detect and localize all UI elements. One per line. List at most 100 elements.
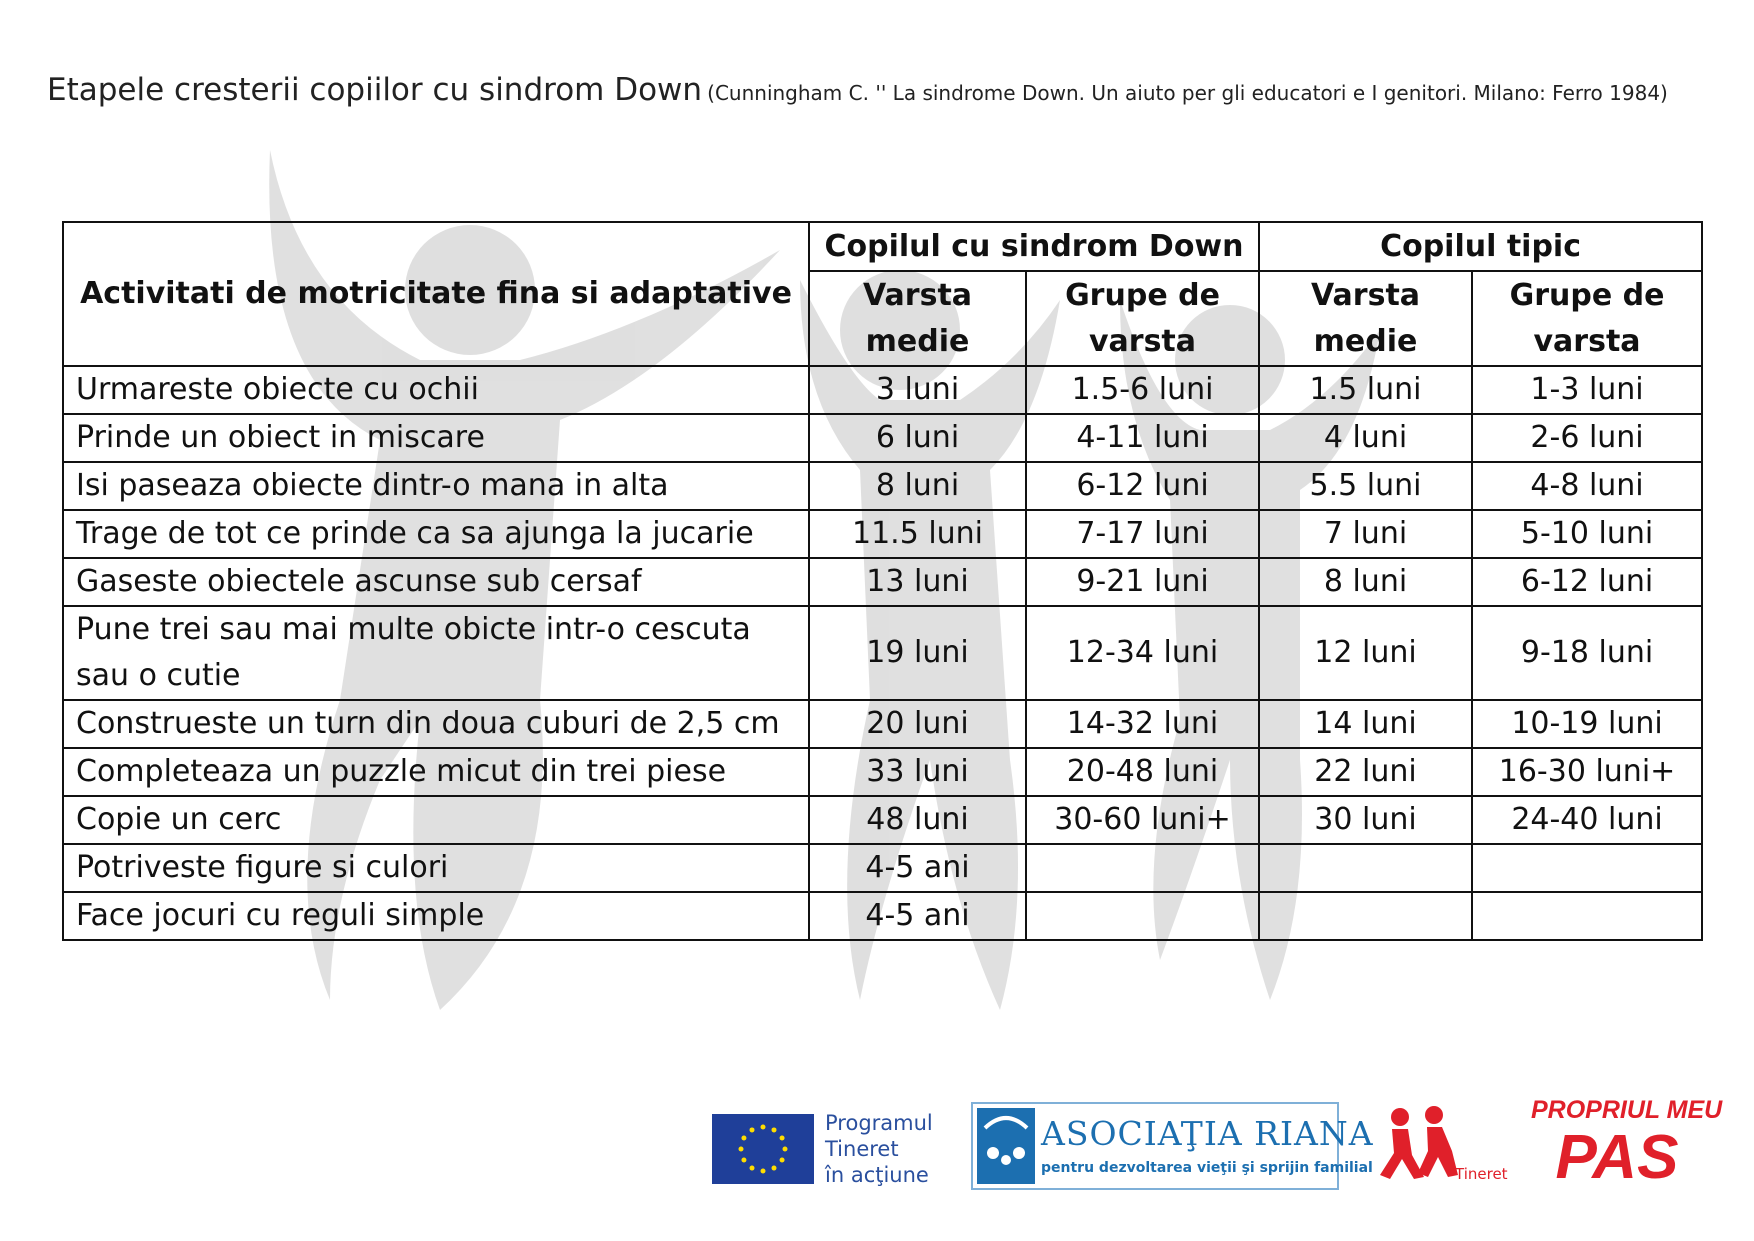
age-cell: 4-5 ani	[808, 891, 1027, 941]
age-cell: 3 luni	[808, 365, 1027, 415]
age-cell: 4-8 luni	[1471, 461, 1704, 511]
column-header: Grupe de varsta	[1024, 270, 1261, 367]
age-cell: 20 luni	[808, 699, 1027, 749]
age-cell: 13 luni	[808, 557, 1027, 607]
table-row: Isi paseaza obiecte dintr-o mana in alta…	[62, 461, 1704, 511]
star	[771, 1127, 777, 1133]
activity-cell: Isi paseaza obiecte dintr-o mana in alta	[62, 461, 810, 511]
age-cell: 12-34 luni	[1024, 605, 1261, 701]
age-cell: 5.5 luni	[1258, 461, 1474, 511]
program-line: Tineret	[825, 1137, 899, 1161]
age-cell: 9-21 luni	[1024, 557, 1261, 607]
age-cell: 22 luni	[1258, 747, 1474, 797]
star	[779, 1157, 785, 1163]
star	[779, 1135, 785, 1141]
star	[741, 1157, 747, 1163]
tineret-icon	[1380, 1106, 1458, 1179]
activity-cell: Completeaza un puzzle micut din trei pie…	[62, 747, 810, 797]
program-logo-text: Programul Tineret în acţiune	[825, 1110, 933, 1188]
program-line: în acţiune	[825, 1163, 929, 1187]
activity-header: Activitati de motricitate fina si adapta…	[62, 221, 810, 367]
age-cell: 2-6 luni	[1471, 413, 1704, 463]
table-row: Copie un cerc 48 luni 30-60 luni+ 30 luni 24…	[62, 795, 1704, 845]
age-cell: 8 luni	[1258, 557, 1474, 607]
title-line: Etapele cresterii copiilor cu sindrom Do…	[47, 72, 1668, 108]
group-header: Copilul tipic	[1258, 221, 1704, 272]
age-cell: 30 luni	[1258, 795, 1474, 845]
campaign-line: PAS	[1555, 1123, 1679, 1192]
age-cell: 4 luni	[1258, 413, 1474, 463]
star	[738, 1146, 744, 1152]
age-cell: 11.5 luni	[808, 509, 1027, 559]
age-cell: 24-40 luni	[1471, 795, 1704, 845]
table-row: Urmareste obiecte cu ochii 3 luni 1.5-6 lu…	[62, 365, 1704, 415]
age-cell	[1258, 843, 1474, 893]
age-cell	[1258, 891, 1474, 941]
age-cell: 1-3 luni	[1471, 365, 1704, 415]
star	[760, 1124, 766, 1130]
star	[749, 1127, 755, 1133]
age-cell	[1471, 891, 1704, 941]
group-header: Copilul cu sindrom Down	[807, 221, 1261, 272]
table-row: Pune trei sau mai multe obicte intr-o ce…	[62, 605, 1704, 701]
age-cell	[1471, 843, 1704, 893]
age-cell: 20-48 luni	[1024, 747, 1261, 797]
age-cell: 6 luni	[808, 413, 1027, 463]
age-cell	[1024, 843, 1261, 893]
table-row: Gaseste obiectele ascunse sub cersaf 13 l…	[62, 557, 1704, 607]
age-cell: 8 luni	[808, 461, 1027, 511]
campaign-logo: PROPRIUL MEU PAS	[1531, 1096, 1723, 1192]
age-cell: 9-18 luni	[1471, 605, 1704, 701]
age-cell: 10-19 luni	[1471, 699, 1704, 749]
age-cell: 48 luni	[808, 795, 1027, 845]
eu-flag	[712, 1114, 814, 1184]
age-cell: 6-12 luni	[1471, 557, 1704, 607]
age-cell: 30-60 luni+	[1024, 795, 1261, 845]
riana-logo: ASOCIAŢIA RIANA pentru dezvoltarea vieţi…	[971, 1102, 1373, 1190]
riana-icon	[977, 1108, 1035, 1184]
tineret-label: Tineret	[1455, 1165, 1508, 1183]
activity-cell: Urmareste obiecte cu ochii	[62, 365, 810, 415]
column-header: Varsta medie	[1258, 270, 1474, 367]
table-row: Trage de tot ce prinde ca sa ajunga la j…	[62, 509, 1704, 559]
association-name: ASOCIAŢIA RIANA	[1041, 1114, 1374, 1153]
star	[771, 1165, 777, 1171]
table-row: Potriveste figure si culori 4-5 ani	[62, 843, 1704, 893]
activity-cell: Copie un cerc	[62, 795, 810, 845]
age-cell: 19 luni	[808, 605, 1027, 701]
activity-cell: Prinde un obiect in miscare	[62, 413, 810, 463]
age-cell: 12 luni	[1258, 605, 1474, 701]
citation: (Cunningham C. '' La sindrome Down. Un a…	[707, 81, 1668, 105]
star	[741, 1135, 747, 1141]
age-cell: 7-17 luni	[1024, 509, 1261, 559]
table-row: Completeaza un puzzle micut din trei pie…	[62, 747, 1704, 797]
age-cell: 33 luni	[808, 747, 1027, 797]
age-cell: 4-5 ani	[808, 843, 1027, 893]
milestones-table: Activitati de motricitate fina si adapta…	[62, 221, 1704, 941]
age-cell: 6-12 luni	[1024, 461, 1261, 511]
association-subtitle: pentru dezvoltarea vieţii şi sprijin fam…	[1041, 1160, 1373, 1176]
age-cell: 16-30 luni+	[1471, 747, 1704, 797]
age-cell	[1024, 891, 1261, 941]
star	[760, 1168, 766, 1174]
age-cell: 7 luni	[1258, 509, 1474, 559]
activity-cell: Pune trei sau mai multe obicte intr-o ce…	[62, 605, 810, 701]
star	[749, 1165, 755, 1171]
activity-cell: Face jocuri cu reguli simple	[62, 891, 810, 941]
activity-cell: Construeste un turn din doua cuburi de 2…	[62, 699, 810, 749]
age-cell: 1.5 luni	[1258, 365, 1474, 415]
activity-cell: Trage de tot ce prinde ca sa ajunga la j…	[62, 509, 810, 559]
age-cell: 14 luni	[1258, 699, 1474, 749]
age-cell: 4-11 luni	[1024, 413, 1261, 463]
table-row: Construeste un turn din doua cuburi de 2…	[62, 699, 1704, 749]
campaign-line: PROPRIUL MEU	[1531, 1096, 1723, 1124]
age-cell: 14-32 luni	[1024, 699, 1261, 749]
age-cell: 5-10 luni	[1471, 509, 1704, 559]
program-line: Programul	[825, 1111, 933, 1135]
column-header: Varsta medie	[808, 270, 1027, 367]
star	[782, 1146, 788, 1152]
activity-cell: Potriveste figure si culori	[62, 843, 810, 893]
title: Etapele cresterii copiilor cu sindrom Do…	[47, 72, 703, 108]
table-row: Face jocuri cu reguli simple 4-5 ani	[62, 891, 1704, 941]
